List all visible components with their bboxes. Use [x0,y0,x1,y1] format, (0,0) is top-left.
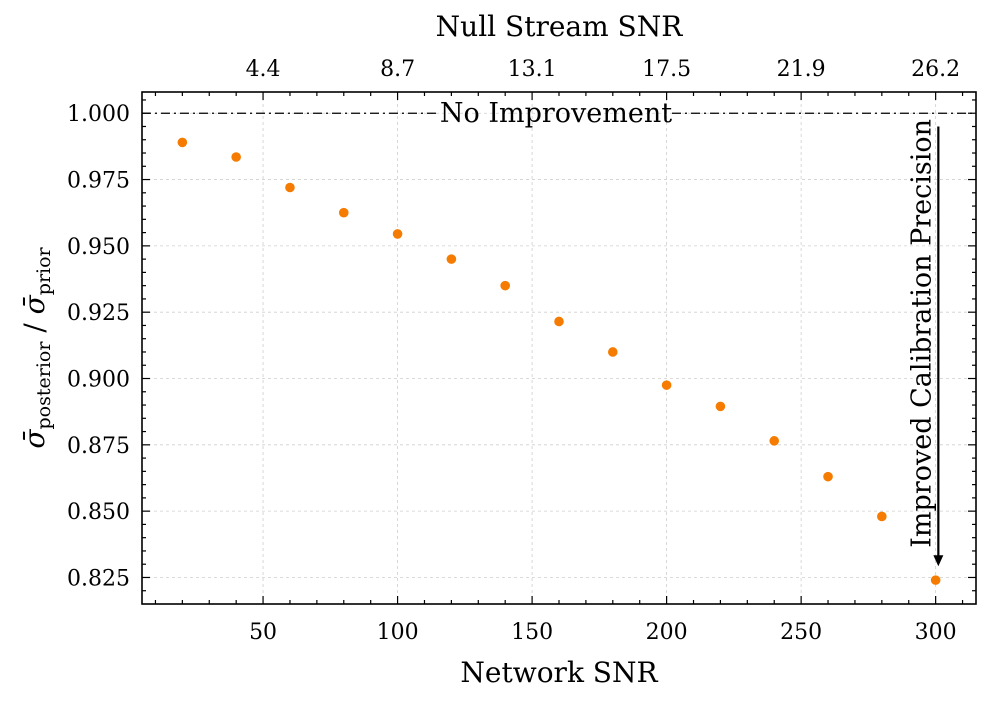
data-point [338,207,349,218]
annotation-layer: Improved Calibration Precision [906,119,944,567]
y-tick-label: 0.925 [67,301,130,326]
data-point [608,347,618,357]
y-tick-label: 0.950 [67,235,130,260]
top-tick-label: 8.7 [380,57,415,82]
tick-labels: 50 100 150 200 250 300 4.4 8.7 13.1 17.5 21.9 26.2 0… [67,57,960,645]
grid-layer [142,92,976,604]
x-tick-label: 100 [377,620,419,645]
y-label-separator: / [18,314,51,341]
reference-line-label: No Improvement [440,98,672,129]
data-point [930,575,941,585]
y-tick-label: 0.975 [67,169,130,194]
data-point [392,229,403,239]
y-label-sigma-num: σ̄ [18,429,51,449]
y-label-sigma-den: σ̄ [18,294,51,314]
x-axis-label: Network SNR [460,656,658,689]
y-tick-label: 0.900 [67,368,130,393]
data-point [823,471,833,482]
data-point [554,316,564,327]
data-point [877,511,887,522]
improvement-annotation: Improved Calibration Precision [906,119,937,548]
x-tick-label: 50 [249,620,277,645]
data-point [177,137,188,148]
data-point [661,380,672,390]
top-tick-label: 21.9 [777,57,826,82]
data-point [715,401,726,412]
y-tick-label: 0.825 [67,566,130,591]
secondary-x-axis-label: Null Stream SNR [436,10,684,43]
data-point [285,182,295,193]
data-point [446,254,457,264]
y-label-sub-prior: prior [33,246,55,295]
y-tick-label: 0.850 [67,500,130,525]
x-tick-label: 150 [511,620,553,645]
top-tick-label: 13.1 [508,57,557,82]
improvement-arrow-head [933,555,944,567]
top-tick-label: 17.5 [642,57,691,82]
y-label-sub-posterior: posterior [33,341,55,430]
data-point [231,152,241,162]
axis-ticks [142,92,976,604]
data-point [500,280,510,291]
data-point [769,436,780,446]
y-tick-label: 1.000 [67,102,130,127]
reference-line-layer: No Improvement [142,98,976,129]
top-tick-label: 26.2 [911,57,960,82]
y-tick-label: 0.875 [67,434,130,459]
top-tick-label: 4.4 [246,57,281,82]
x-tick-label: 300 [915,620,957,645]
data-points-layer [177,137,941,585]
plot-frame [141,91,977,605]
y-axis-label: σ̄posterior / σ̄prior [18,246,55,448]
x-tick-label: 250 [780,620,822,645]
x-tick-label: 200 [646,620,688,645]
